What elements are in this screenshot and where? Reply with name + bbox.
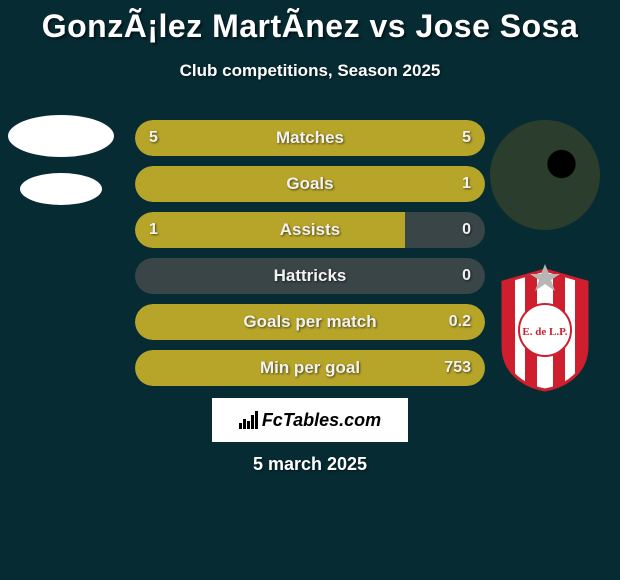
stat-value-left: 1 [149,212,158,248]
stat-row: Matches5 5 [135,120,485,156]
stat-value-right: 0.2 [449,304,471,340]
stat-label: Assists [135,212,485,248]
stat-value-left: 5 [149,120,158,156]
stat-value-right: 5 [462,120,471,156]
stat-value-right: 1 [462,166,471,202]
stat-label: Matches [135,120,485,156]
player-left-avatars [8,115,114,205]
stat-value-right: 0 [462,212,471,248]
stat-row: Hattricks0 [135,258,485,294]
stat-value-right: 0 [462,258,471,294]
stat-value-right: 753 [444,350,471,386]
stat-row: Goals per match0.2 [135,304,485,340]
avatar-placeholder [8,115,114,157]
stat-label: Goals per match [135,304,485,340]
stat-row: Assists1 0 [135,212,485,248]
player-right-avatars: E. de L.P. [490,120,600,392]
comparison-infographic: GonzÃ¡lez MartÃ­nez vs Jose Sosa Club co… [0,0,620,580]
stat-row: Min per goal753 [135,350,485,386]
stat-label: Hattricks [135,258,485,294]
page-title: GonzÃ¡lez MartÃ­nez vs Jose Sosa [0,0,620,45]
svg-text:E. de L.P.: E. de L.P. [522,326,567,338]
stat-label: Goals [135,166,485,202]
stat-label: Min per goal [135,350,485,386]
date-line: 5 march 2025 [0,454,620,475]
player-photo [490,120,600,230]
avatar-placeholder [20,173,102,205]
club-badge: E. de L.P. [495,264,595,392]
attribution-icon [239,411,258,429]
attribution-box: FcTables.com [212,398,408,442]
attribution-text: FcTables.com [262,410,381,431]
stat-row: Goals1 [135,166,485,202]
season-subtitle: Club competitions, Season 2025 [0,61,620,81]
stat-bars: Matches55Goals1Assists10Hattricks0Goals … [135,120,485,386]
